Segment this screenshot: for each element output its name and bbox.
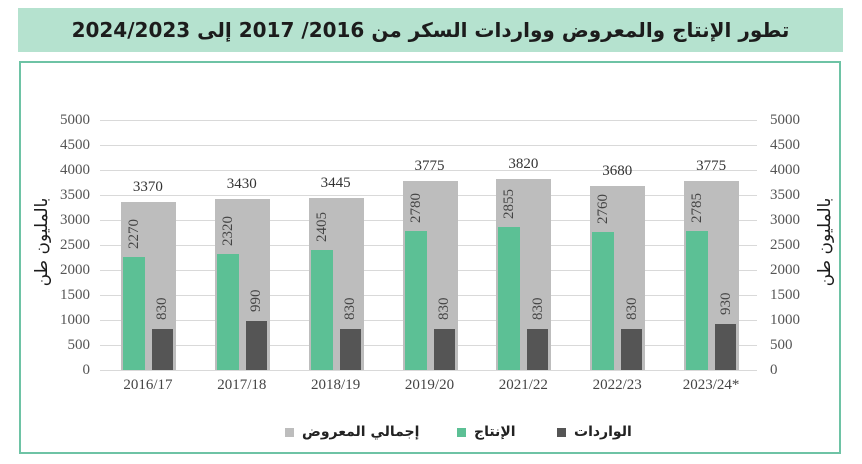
- imports-value: 830: [623, 297, 640, 320]
- legend: الواردات الإنتاج إجمالي المعروض: [0, 424, 862, 444]
- bar-imports: [433, 328, 455, 370]
- gridline: [100, 120, 757, 121]
- y-tick-right: 3000: [770, 212, 800, 228]
- legend-swatch-icon: [457, 427, 466, 437]
- y-tick-left: 0: [82, 362, 91, 378]
- bar-production: [310, 249, 333, 370]
- total-supply-value: 3775: [696, 158, 727, 175]
- y-tick-right: 3500: [770, 187, 800, 203]
- bar-production: [498, 227, 521, 370]
- y-tick-right: 2500: [770, 237, 800, 253]
- y-tick-right: 0: [770, 362, 778, 378]
- y-tick-left: 1500: [60, 287, 90, 303]
- total-supply-value: 3370: [132, 178, 163, 195]
- total-supply-value: 3430: [226, 175, 257, 192]
- legend-item: الواردات: [557, 424, 632, 440]
- imports-value: 830: [154, 297, 171, 320]
- y-tick-right: 1500: [770, 287, 800, 303]
- bar-production: [122, 256, 145, 370]
- total-supply-value: 3820: [508, 156, 539, 172]
- imports-value: 830: [529, 297, 546, 320]
- bar-production: [404, 231, 427, 370]
- imports-value: 930: [717, 292, 734, 315]
- y-tick-left: 4000: [60, 162, 90, 178]
- production-value: 2320: [219, 216, 236, 246]
- title-bar: تطور الإنتاج والمعروض وواردات السكر من 2…: [18, 8, 843, 52]
- y-tick-right: 2000: [770, 262, 800, 278]
- y-tick-left: 3500: [60, 187, 90, 203]
- legend-label: الإنتاج: [474, 424, 516, 440]
- y-axis-title-left: بالمليون طن: [32, 197, 52, 287]
- y-tick-left: 5000: [60, 112, 90, 128]
- y-tick-right: 1000: [770, 312, 800, 328]
- production-value: 2855: [501, 189, 518, 220]
- bar-imports: [715, 323, 737, 370]
- imports-value: 990: [248, 289, 265, 312]
- gridline: [100, 145, 757, 146]
- y-tick-left: 3000: [60, 212, 90, 228]
- bar-imports: [527, 328, 549, 370]
- bar-imports: [621, 328, 643, 370]
- category-label: 2021/22: [498, 377, 548, 393]
- production-value: 2760: [595, 194, 612, 224]
- legend-item: الإنتاج: [457, 424, 516, 440]
- y-axis-title-right: بالمليون طن: [815, 197, 835, 287]
- production-value: 2785: [689, 192, 706, 223]
- bar-imports: [151, 328, 173, 370]
- bar-production: [216, 254, 239, 370]
- imports-value: 830: [436, 297, 452, 320]
- category-label: 2016/17: [123, 377, 173, 393]
- y-tick-right: 4000: [770, 162, 800, 178]
- bar-imports: [245, 320, 267, 370]
- production-value: 2780: [407, 193, 424, 223]
- production-value: 2270: [125, 218, 142, 249]
- gridline: [100, 170, 757, 171]
- bar-imports: [339, 328, 361, 370]
- production-value: 2405: [313, 211, 330, 242]
- legend-label: الواردات: [574, 424, 632, 440]
- y-tick-right: 5000: [770, 112, 800, 128]
- legend-swatch-icon: [285, 427, 294, 437]
- y-tick-left: 4500: [60, 137, 90, 153]
- y-tick-left: 2000: [60, 262, 90, 278]
- category-label: 2022/23: [592, 377, 642, 393]
- category-label: 2017/18: [217, 377, 267, 393]
- bar-production: [592, 232, 615, 370]
- legend-item: إجمالي المعروض: [285, 424, 419, 440]
- imports-value: 830: [342, 297, 359, 320]
- chart-title: تطور الإنتاج والمعروض وواردات السكر من 2…: [71, 18, 790, 42]
- bar-production: [686, 230, 709, 370]
- total-supply-value: 3680: [602, 163, 633, 179]
- legend-label: إجمالي المعروض: [302, 424, 420, 440]
- category-label: 2019/20: [404, 377, 455, 393]
- legend-swatch-icon: [557, 427, 566, 437]
- total-supply-value: 3775: [414, 158, 445, 175]
- y-tick-right: 4500: [770, 137, 800, 153]
- y-tick-right: 500: [770, 337, 793, 353]
- gridline: [100, 370, 757, 371]
- y-tick-left: 1000: [60, 312, 90, 328]
- y-tick-left: 2500: [60, 237, 90, 253]
- total-supply-value: 3445: [320, 174, 351, 191]
- y-tick-left: 500: [67, 337, 91, 353]
- category-label: 2023/24*: [682, 377, 740, 393]
- category-label: 2018/19: [311, 377, 361, 393]
